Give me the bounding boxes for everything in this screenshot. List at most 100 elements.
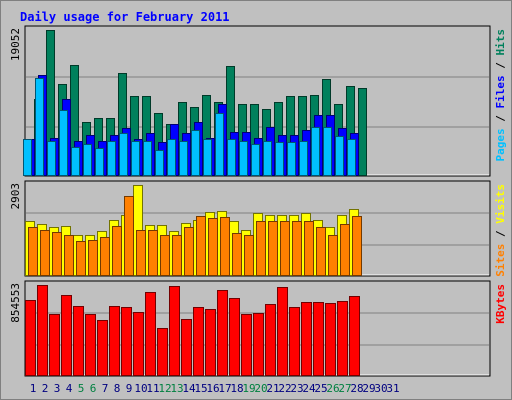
bar-kbytes-day-24: [301, 302, 312, 376]
day-label-29: 29: [362, 382, 375, 395]
bar-pages-day-17: [215, 113, 224, 176]
bar-pages-day-27: [335, 136, 344, 176]
bar-sites-day-20: [256, 221, 266, 276]
day-label-30: 30: [374, 382, 387, 395]
day-label-8: 8: [114, 382, 121, 395]
bar-pages-day-15: [191, 130, 200, 176]
day-label-14: 14: [182, 382, 196, 395]
legend-files: Files: [494, 75, 507, 108]
bar-kbytes-day-27: [337, 301, 348, 376]
bar-sites-day-22: [280, 221, 290, 276]
day-label-23: 23: [290, 382, 303, 395]
bar-pages-day-24: [299, 141, 308, 176]
bar-sites-day-6: [88, 240, 98, 276]
day-label-5: 5: [78, 382, 85, 395]
bar-kbytes-day-1: [25, 300, 36, 376]
bar-sites-day-7: [100, 237, 110, 276]
x-axis-day-labels: 1 2 3 4 5 6 7 8 9 1011121314151617181920212223242…: [30, 382, 400, 395]
bar-pages-day-1: [23, 139, 32, 176]
bar-pages-day-5: [71, 147, 80, 176]
bar-sites-day-25: [316, 227, 326, 276]
bar-sites-day-28: [352, 216, 362, 276]
bar-pages-day-8: [107, 141, 116, 176]
bar-hits-day-28: [358, 88, 367, 176]
bar-kbytes-day-21: [265, 304, 276, 376]
bar-kbytes-day-6: [85, 314, 96, 376]
bar-pages-day-7: [95, 148, 104, 176]
bar-kbytes-day-16: [205, 309, 216, 376]
bar-kbytes-day-18: [229, 298, 240, 376]
bar-sites-day-19: [244, 235, 254, 276]
legend-kbytes: KBytes: [494, 284, 507, 324]
bar-sites-day-4: [64, 235, 74, 276]
bar-kbytes-day-15: [193, 307, 204, 376]
bar-pages-day-2: [35, 78, 44, 176]
bar-kbytes-day-4: [61, 295, 72, 376]
bar-kbytes-day-11: [145, 292, 156, 376]
bar-sites-day-3: [52, 232, 62, 276]
legend-hits: Hits: [494, 29, 507, 56]
bar-sites-day-23: [292, 221, 302, 276]
bar-pages-day-9: [119, 133, 128, 176]
bar-kbytes-day-23: [289, 307, 300, 376]
bar-pages-day-19: [239, 141, 248, 176]
y-max-label: 19052: [9, 28, 22, 61]
day-label-27: 27: [338, 382, 351, 395]
bar-sites-day-10: [136, 230, 146, 276]
bar-pages-day-11: [143, 141, 152, 176]
bar-sites-day-16: [208, 218, 218, 276]
legend-pages: Pages: [494, 128, 507, 161]
bar-sites-day-14: [184, 227, 194, 276]
y-max-label: 2903: [9, 183, 22, 210]
day-label-11: 11: [146, 382, 159, 395]
legend-visits: Visits: [494, 184, 507, 224]
legend-separator: /: [494, 56, 507, 76]
series-legend-label: KBytes: [494, 284, 507, 324]
legend-sites: Sites: [494, 244, 507, 277]
bar-sites-day-2: [40, 230, 50, 276]
bar-pages-day-3: [47, 141, 56, 176]
day-label-19: 19: [242, 382, 255, 395]
bar-kbytes-day-17: [217, 290, 228, 376]
bar-sites-day-12: [160, 235, 170, 276]
bar-kbytes-day-3: [49, 314, 60, 376]
bar-kbytes-day-26: [325, 303, 336, 376]
day-label-24: 24: [302, 382, 316, 395]
day-label-16: 16: [206, 382, 219, 395]
bar-kbytes-day-22: [277, 287, 288, 376]
bar-sites-day-8: [112, 226, 122, 276]
bar-kbytes-day-14: [181, 319, 192, 376]
bar-kbytes-day-25: [313, 302, 324, 376]
day-label-13: 13: [170, 382, 183, 395]
day-label-17: 17: [218, 382, 231, 395]
day-label-12: 12: [158, 382, 171, 395]
bar-pages-day-26: [323, 127, 332, 176]
bar-pages-day-21: [263, 141, 272, 176]
bar-pages-day-14: [179, 141, 188, 176]
bar-sites-day-21: [268, 221, 278, 276]
bar-sites-day-13: [172, 235, 182, 276]
day-label-28: 28: [350, 382, 363, 395]
series-legend-label: Pages / Files / Hits: [494, 29, 507, 162]
bar-sites-day-18: [232, 233, 242, 276]
day-label-1: 1: [30, 382, 37, 395]
day-label-7: 7: [102, 382, 109, 395]
bar-kbytes-day-13: [169, 286, 180, 376]
bar-pages-day-12: [155, 150, 164, 176]
bar-kbytes-day-20: [253, 313, 264, 376]
chart-title: Daily usage for February 2011: [20, 10, 230, 24]
day-label-2: 2: [42, 382, 49, 395]
bar-pages-day-28: [347, 139, 356, 176]
day-label-4: 4: [66, 382, 73, 395]
bar-kbytes-day-5: [73, 306, 84, 376]
bar-pages-day-23: [287, 142, 296, 176]
day-label-25: 25: [314, 382, 327, 395]
day-label-3: 3: [54, 382, 61, 395]
day-label-20: 20: [254, 382, 267, 395]
day-label-18: 18: [230, 382, 243, 395]
bar-pages-day-13: [167, 139, 176, 176]
day-label-6: 6: [90, 382, 97, 395]
bar-pages-day-16: [203, 139, 212, 176]
bar-kbytes-day-9: [121, 307, 132, 376]
bar-sites-day-9: [124, 196, 134, 276]
